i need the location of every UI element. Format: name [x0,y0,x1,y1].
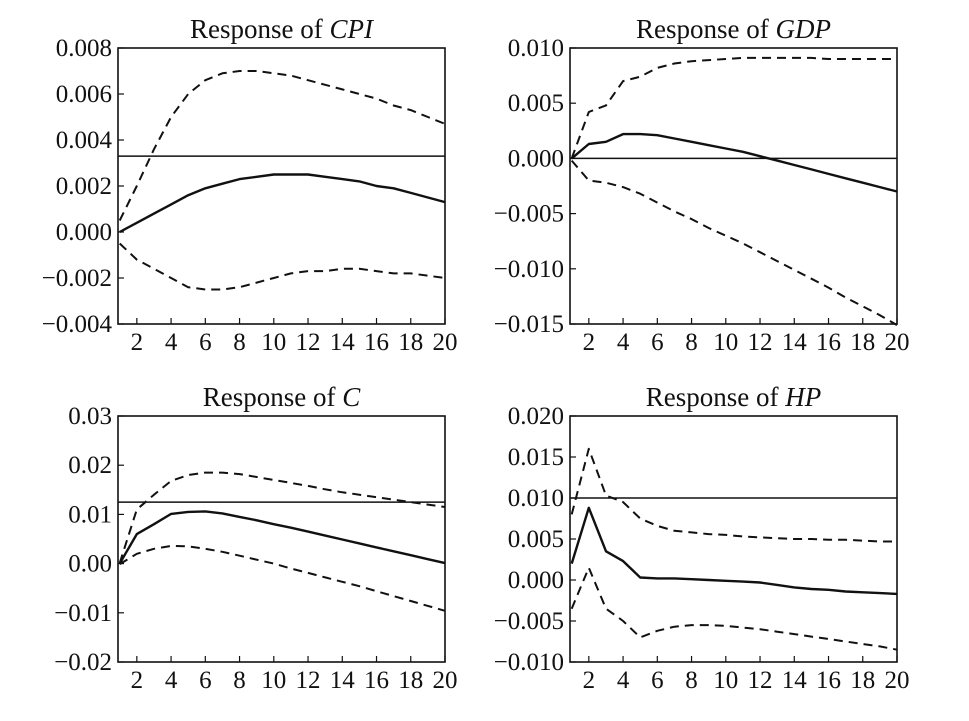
x-tick-label: 8 [233,329,246,356]
chart-title-variable: GDP [775,14,831,44]
y-tick-label: −0.004 [42,311,113,338]
plot-frame [569,415,898,663]
response-line [119,173,446,234]
x-tick-label: 14 [330,329,356,356]
x-tick-label: 10 [713,667,738,694]
chart-title-prefix: Response of [636,14,775,44]
x-tick-label: 14 [782,329,808,356]
confidence-band-lower [119,242,446,291]
chart-title: Response of HP [646,382,821,412]
chart-panel-hp: Response of HP 0.020 0.015 0.010 0.005 0.000 −… [494,382,910,694]
y-tick-label: −0.02 [54,649,112,676]
x-tick-label: 12 [748,667,773,694]
y-tick-label: 0.010 [508,35,564,62]
x-tick-label: 20 [885,329,910,356]
chart-title: Response of GDP [636,14,831,44]
response-line [570,132,898,193]
x-tick-label: 2 [131,329,144,356]
y-tick-label: −0.005 [494,201,564,228]
x-tick-label: 12 [296,329,321,356]
chart-title: Response of CPI [190,14,375,44]
confidence-band-upper [570,56,897,159]
chart-title-prefix: Response of [646,382,785,412]
x-tick-label: 20 [433,667,458,694]
y-tick-label: 0.020 [508,403,564,430]
x-tick-label: 8 [233,667,246,694]
y-tick-label: 0.00 [68,551,112,578]
x-tick-label: 6 [199,329,212,356]
x-tick-label: 14 [782,667,808,694]
x-tick-label: 6 [651,667,664,694]
y-tick-label: −0.005 [494,608,564,635]
x-tick-label: 2 [131,667,144,694]
confidence-band-upper [570,447,897,543]
y-tick-label: −0.010 [494,256,564,283]
x-tick-label: 14 [330,667,356,694]
y-tick-label: 0.02 [68,452,112,479]
x-tick-label: 10 [261,329,286,356]
y-tick-label: 0.03 [68,403,112,430]
y-tick-label: 0.002 [56,173,112,200]
plot-frame [117,415,446,663]
x-tick-label: 20 [885,667,910,694]
response-line [118,510,446,565]
y-tick-label: 0.000 [508,145,564,172]
chart-title: Response of C [203,382,361,412]
x-tick-label: 16 [364,329,389,356]
x-tick-label: 6 [651,329,664,356]
chart-panel-c: Response of C 0.03 0.02 0.01 0.00 −0.01 −0.02 2… [54,382,457,694]
x-tick-label: 18 [398,329,423,356]
x-tick-label: 6 [199,667,212,694]
x-tick-label: 10 [261,667,286,694]
y-tick-label: −0.002 [42,265,112,292]
x-tick-label: 12 [748,329,773,356]
y-tick-label: 0.004 [56,127,113,154]
x-tick-label: 4 [617,329,630,356]
chart-title-variable: HP [784,382,821,412]
x-tick-label: 8 [685,329,698,356]
x-tick-label: 2 [583,329,596,356]
y-tick-label: 0.005 [508,90,564,117]
x-tick-label: 2 [583,667,596,694]
y-tick-label: −0.010 [494,649,564,676]
chart-title-prefix: Response of [203,382,342,412]
y-tick-label: 0.000 [56,219,112,246]
x-tick-label: 12 [296,667,321,694]
x-tick-label: 4 [165,667,178,694]
chart-title-prefix: Response of [190,14,329,44]
confidence-band-lower [570,566,898,651]
x-tick-label: 18 [398,667,423,694]
chart-panel-cpi: Response of CPI 0.008 0.006 0.004 0.002 0.000… [42,14,458,356]
y-tick-label: 0.008 [56,35,112,62]
response-line [570,506,898,596]
confidence-band-lower [119,544,446,612]
y-tick-label: 0.01 [68,501,112,528]
y-tick-label: −0.01 [54,600,112,627]
y-tick-label: 0.015 [508,444,564,471]
chart-title-variable: CPI [329,14,375,44]
x-tick-label: 16 [816,667,841,694]
x-tick-label: 4 [165,329,178,356]
x-tick-label: 8 [685,667,698,694]
plot-frame [117,47,446,325]
x-tick-label: 18 [850,329,875,356]
y-tick-label: 0.010 [508,485,564,512]
x-tick-label: 16 [816,329,841,356]
x-tick-label: 16 [364,667,389,694]
y-tick-label: −0.015 [494,311,564,338]
x-tick-label: 4 [617,667,630,694]
confidence-band-upper [118,471,446,564]
chart-title-variable: C [342,382,361,412]
chart-panel-gdp: Response of GDP 0.010 0.005 0.000 −0.005 −0.0… [494,14,910,356]
y-tick-label: 0.000 [508,567,564,594]
confidence-band-upper [118,70,446,221]
y-tick-label: 0.006 [56,81,112,108]
plot-frame [569,47,898,325]
x-tick-label: 10 [713,329,738,356]
x-tick-label: 20 [433,329,458,356]
y-tick-label: 0.005 [508,526,564,553]
x-tick-label: 18 [850,667,875,694]
confidence-band-lower [570,159,898,326]
